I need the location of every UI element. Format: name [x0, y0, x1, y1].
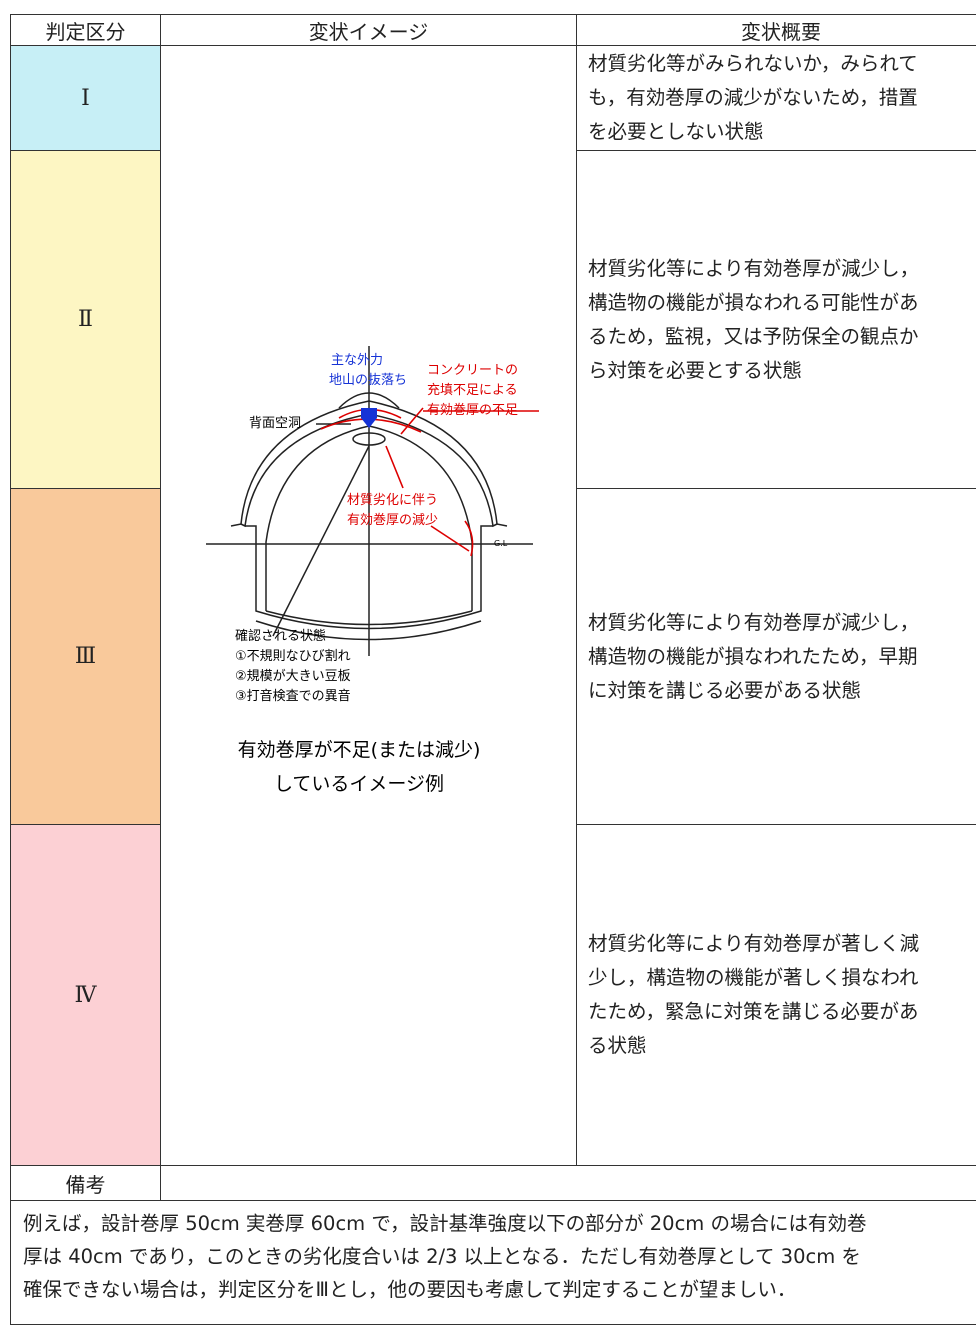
diagram-label: 材質劣化に伴う	[347, 493, 438, 508]
grade-cell: Ⅲ	[10, 488, 161, 825]
summary-line: るため，監視，又は予防保全の観点か	[588, 324, 919, 348]
remarks-line: 確保できない場合は，判定区分をⅢとし，他の要因も考慮して判定することが望ましい．	[23, 1278, 797, 1301]
summary-line: る状態	[588, 1034, 647, 1057]
grade-cell: Ⅰ	[10, 45, 161, 151]
diagram-label: 有効巻厚の不足	[427, 403, 518, 418]
summary-line: も，有効巻厚の減少がないため，措置	[588, 86, 918, 109]
summary-cell: 材質劣化等により有効巻厚が減少し， 構造物の機能が損なわれる可能性があ るため，監視…	[576, 150, 976, 489]
diagram-label: しているイメージ例	[274, 773, 444, 795]
header-cell: 判定区分	[10, 14, 161, 46]
image-cell: 主な外力 地山の抜落ち 背面空洞 G.L コンクリートの 充填不足による 有効巻厚の…	[160, 45, 577, 1166]
diagram-label: 確認される状態	[235, 628, 326, 644]
summary-line: 材質劣化等により有効巻厚が減少し，	[588, 256, 920, 280]
diagram-label: 地山の抜落ち	[329, 372, 407, 388]
diagram-label: ①不規則なひび割れ	[235, 648, 351, 664]
remarks-line: 厚は 40cm であり，このときの劣化度合いは 2/3 以上となる．ただし有効巻…	[23, 1245, 861, 1268]
tunnel-diagram: 主な外力 地山の抜落ち 背面空洞 G.L コンクリートの充填不足による有効巻厚の…	[206, 346, 539, 795]
remarks-text: 例えば，設計巻厚 50cm 実巻厚 60cm で，設計基準強度以下の部分が 20…	[10, 1200, 976, 1325]
summary-line: 材質劣化等がみられないか，みられて	[588, 52, 918, 75]
summary-line: 構造物の機能が損なわれたため，早期	[588, 644, 918, 668]
grade-cell: Ⅱ	[10, 150, 161, 489]
header-cell: 変状概要	[576, 14, 976, 46]
diagram-label: 充填不足による	[427, 382, 518, 398]
summary-line: 構造物の機能が損なわれる可能性があ	[588, 290, 919, 314]
diagram-label: 背面空洞	[249, 416, 301, 431]
header-cell: 変状イメージ	[160, 14, 577, 46]
grade-cell: Ⅳ	[10, 824, 161, 1166]
diagram-label: ③打音検査での異音	[235, 688, 351, 704]
remarks-blank	[160, 1165, 976, 1201]
summary-line: 少し，構造物の機能が著しく損なわれ	[588, 966, 919, 989]
summary-line: 材質劣化等により有効巻厚が著しく減	[588, 932, 920, 955]
diagram-label: 主な外力	[331, 353, 383, 368]
summary-cell: 材質劣化等により有効巻厚が著しく減 少し，構造物の機能が著しく損なわれ たため，緊急…	[576, 824, 976, 1166]
summary-cell: 材質劣化等により有効巻厚が減少し， 構造物の機能が損なわれたため，早期 に対策を講じ…	[576, 488, 976, 825]
diagram-label: コンクリートの	[427, 363, 518, 378]
diagram-label: 有効巻厚の減少	[347, 512, 438, 528]
summary-cell: 材質劣化等がみられないか，みられて も，有効巻厚の減少がないため，措置 を必要としな…	[576, 45, 976, 151]
remarks-line: 例えば，設計巻厚 50cm 実巻厚 60cm で，設計基準強度以下の部分が 20…	[23, 1212, 867, 1235]
summary-line: に対策を講じる必要がある状態	[588, 678, 862, 702]
diagram-label: G.L	[494, 539, 508, 548]
diagram-label: 有効巻厚が不足(または減少)	[238, 739, 481, 761]
summary-line: 材質劣化等により有効巻厚が減少し，	[588, 610, 920, 634]
remarks-title: 備考	[10, 1165, 161, 1201]
diagram-label: ②規模が大きい豆板	[235, 669, 351, 684]
summary-line: ら対策を必要とする状態	[588, 358, 802, 382]
summary-line: を必要としない状態	[588, 120, 764, 143]
summary-line: たため，緊急に対策を講じる必要があ	[588, 1000, 919, 1023]
